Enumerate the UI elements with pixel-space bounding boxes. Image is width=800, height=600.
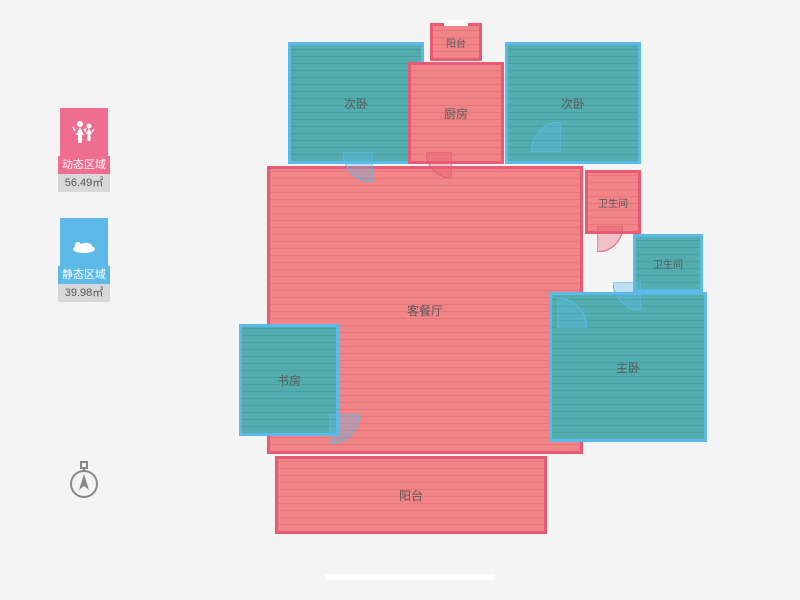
room-bath-upper: 卫生间 bbox=[585, 170, 641, 234]
room-kitchen: 厨房 bbox=[408, 62, 504, 164]
door-arc bbox=[343, 152, 373, 182]
legend-dynamic: 动态区域 56.49㎡ bbox=[58, 108, 110, 192]
room-bath-lower: 卫生间 bbox=[633, 234, 703, 292]
room-label: 卫生间 bbox=[598, 195, 628, 210]
people-icon bbox=[60, 108, 108, 156]
room-label: 主卧 bbox=[616, 359, 640, 376]
room-label: 卫生间 bbox=[653, 256, 683, 271]
room-label: 客餐厅 bbox=[407, 302, 443, 319]
legend-static-value: 39.98㎡ bbox=[58, 284, 110, 302]
legend-dynamic-value: 56.49㎡ bbox=[58, 174, 110, 192]
door-arc bbox=[426, 152, 452, 178]
door-arc bbox=[597, 226, 623, 252]
room-balcony-bot: 阳台 bbox=[275, 456, 547, 534]
wall-opening bbox=[444, 20, 468, 26]
compass-icon bbox=[66, 460, 102, 505]
sleep-icon bbox=[60, 218, 108, 266]
door-arc bbox=[613, 282, 641, 310]
room-label: 阳台 bbox=[446, 35, 466, 50]
door-arc bbox=[329, 414, 359, 444]
door-arc bbox=[557, 298, 587, 328]
room-label: 次卧 bbox=[561, 95, 585, 112]
legend-panel: 动态区域 56.49㎡ 静态区域 39.98㎡ bbox=[58, 108, 110, 328]
room-label: 书房 bbox=[277, 372, 301, 389]
door-arc bbox=[531, 122, 561, 152]
room-label: 厨房 bbox=[444, 105, 468, 122]
room-label: 次卧 bbox=[344, 95, 368, 112]
room-bedroom-ne: 次卧 bbox=[505, 42, 641, 164]
wall-opening bbox=[325, 574, 495, 580]
legend-static: 静态区域 39.98㎡ bbox=[58, 218, 110, 302]
legend-dynamic-label: 动态区域 bbox=[58, 156, 110, 174]
room-balcony-top: 阳台 bbox=[430, 23, 482, 61]
legend-static-label: 静态区域 bbox=[58, 266, 110, 284]
room-label: 阳台 bbox=[399, 487, 423, 504]
room-study: 书房 bbox=[239, 324, 339, 436]
room-bedroom-nw: 次卧 bbox=[288, 42, 424, 164]
floorplan: 阳台次卧厨房次卧卫生间卫生间客餐厅书房主卧阳台 bbox=[215, 20, 745, 580]
